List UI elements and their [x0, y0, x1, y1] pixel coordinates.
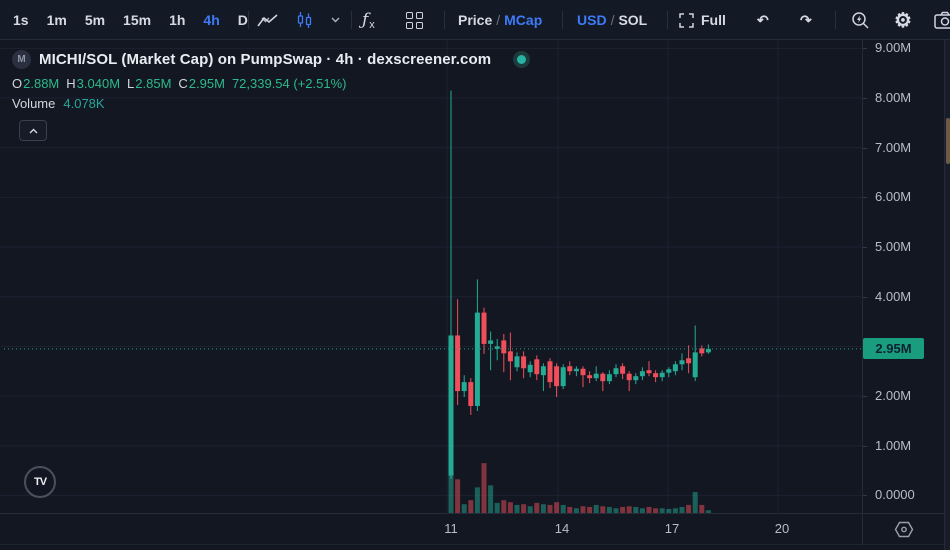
open-value: 2.88M	[23, 76, 60, 91]
scrollbar[interactable]	[944, 40, 950, 550]
top-toolbar: 1s 1m 5m 15m 1h 4h D	[0, 0, 950, 40]
close-value: 2.95M	[188, 76, 225, 91]
toolbar-separator	[562, 11, 563, 29]
volume-label: Volume	[12, 96, 56, 111]
quick-search-icon[interactable]	[851, 0, 870, 40]
toolbar-separator	[835, 11, 836, 29]
price-axis-label: 4.00M	[875, 288, 912, 304]
timeframe-1s[interactable]: 1s	[4, 6, 38, 34]
axis-corner	[862, 513, 944, 545]
scrollbar-thumb[interactable]	[946, 118, 950, 164]
price-axis-tick	[863, 147, 867, 149]
high-value: 3.040M	[76, 76, 121, 91]
toolbar-separator	[667, 11, 668, 29]
screenshot-camera-icon[interactable]	[934, 0, 950, 40]
timeframe-4h[interactable]: 4h	[194, 6, 228, 34]
usd-sol-toggle: USD / SOL	[577, 12, 648, 28]
chart-title: MICHI/SOL (Market Cap) on PumpSwap · 4h …	[39, 51, 492, 68]
line-chart-type-icon[interactable]	[257, 0, 279, 40]
current-price-label: 2.95M	[863, 338, 924, 360]
time-axis-label: 20	[774, 521, 790, 536]
fullscreen-button[interactable]: Full	[679, 0, 726, 40]
settings-gear-icon[interactable]: ⚙	[894, 0, 912, 40]
price-axis-label: 8.00M	[875, 90, 912, 106]
volume-value: 4.078K	[63, 96, 105, 111]
price-mcap-toggle: Price / MCap	[458, 12, 543, 28]
price-axis-label: 2.00M	[875, 388, 912, 404]
change-value: 72,339.54 (+2.51%)	[231, 76, 347, 91]
candlestick-chart-type-icon[interactable]	[296, 0, 313, 40]
price-axis-label: 0.0000	[875, 487, 915, 503]
legend-title-row: M MICHI/SOL (Market Cap) on PumpSwap · 4…	[12, 50, 531, 69]
tradingview-logo[interactable]: TV	[24, 466, 56, 498]
time-axis[interactable]: 11 14 17 20	[0, 513, 950, 545]
price-axis-tick	[863, 48, 867, 50]
price-axis-label: 5.00M	[875, 239, 912, 255]
timeframe-group: 1s 1m 5m 15m 1h 4h D	[4, 0, 274, 40]
low-value: 2.85M	[135, 76, 172, 91]
toolbar-separator	[444, 11, 445, 29]
price-axis-tick	[863, 445, 867, 447]
volume-row: Volume 4.078K	[12, 96, 530, 111]
price-axis-label: 6.00M	[875, 189, 912, 205]
price-axis-tick	[863, 495, 867, 497]
time-axis-label: 11	[444, 521, 458, 536]
price-axis-tick	[863, 247, 867, 249]
chart-legend: M MICHI/SOL (Market Cap) on PumpSwap · 4…	[12, 50, 531, 141]
price-option[interactable]: Price	[458, 12, 493, 28]
price-axis-tick	[863, 197, 867, 199]
timeframe-5m[interactable]: 5m	[76, 6, 114, 34]
ohlc-row: O 2.88M H 3.040M L 2.85M C 2.95M 72,339.54 (…	[12, 76, 347, 91]
redo-icon: ↷	[800, 0, 812, 40]
price-axis-label: 9.00M	[875, 40, 912, 56]
time-axis-label: 17	[664, 521, 680, 536]
usd-option[interactable]: USD	[577, 12, 607, 28]
price-axis-label: 7.00M	[875, 139, 912, 155]
chart-style-dropdown-chevron-icon[interactable]	[327, 0, 344, 40]
symbol-badge: M	[12, 50, 31, 69]
live-status-dot	[513, 51, 531, 68]
fullscreen-brackets-icon	[679, 12, 694, 28]
sol-option[interactable]: SOL	[618, 12, 648, 28]
axis-settings-hexagon-icon[interactable]	[894, 521, 914, 538]
price-axis[interactable]: 2.95M 9.00M 8.00M 7.00M 6.00M 5.00M 4.00M 2.00…	[862, 40, 944, 513]
price-axis-tick	[863, 98, 867, 100]
price-axis-tick	[863, 296, 867, 298]
candlestick-chart[interactable]	[0, 40, 862, 513]
timeframe-1d[interactable]: D	[229, 6, 257, 34]
time-axis-label: 14	[554, 521, 570, 536]
timeframe-15m[interactable]: 15m	[114, 6, 160, 34]
mcap-option[interactable]: MCap	[504, 12, 543, 28]
timeframe-1m[interactable]: 1m	[38, 6, 76, 34]
layout-grid-icon[interactable]	[406, 0, 423, 40]
toolbar-separator	[248, 11, 249, 29]
toolbar-separator	[351, 11, 352, 29]
collapse-legend-button[interactable]	[19, 120, 47, 141]
chevron-up-icon	[29, 128, 37, 133]
price-axis-label: 1.00M	[875, 437, 912, 453]
price-axis-tick	[863, 396, 867, 398]
undo-icon[interactable]: ↶	[757, 0, 769, 40]
timeframe-1h[interactable]: 1h	[160, 6, 194, 34]
